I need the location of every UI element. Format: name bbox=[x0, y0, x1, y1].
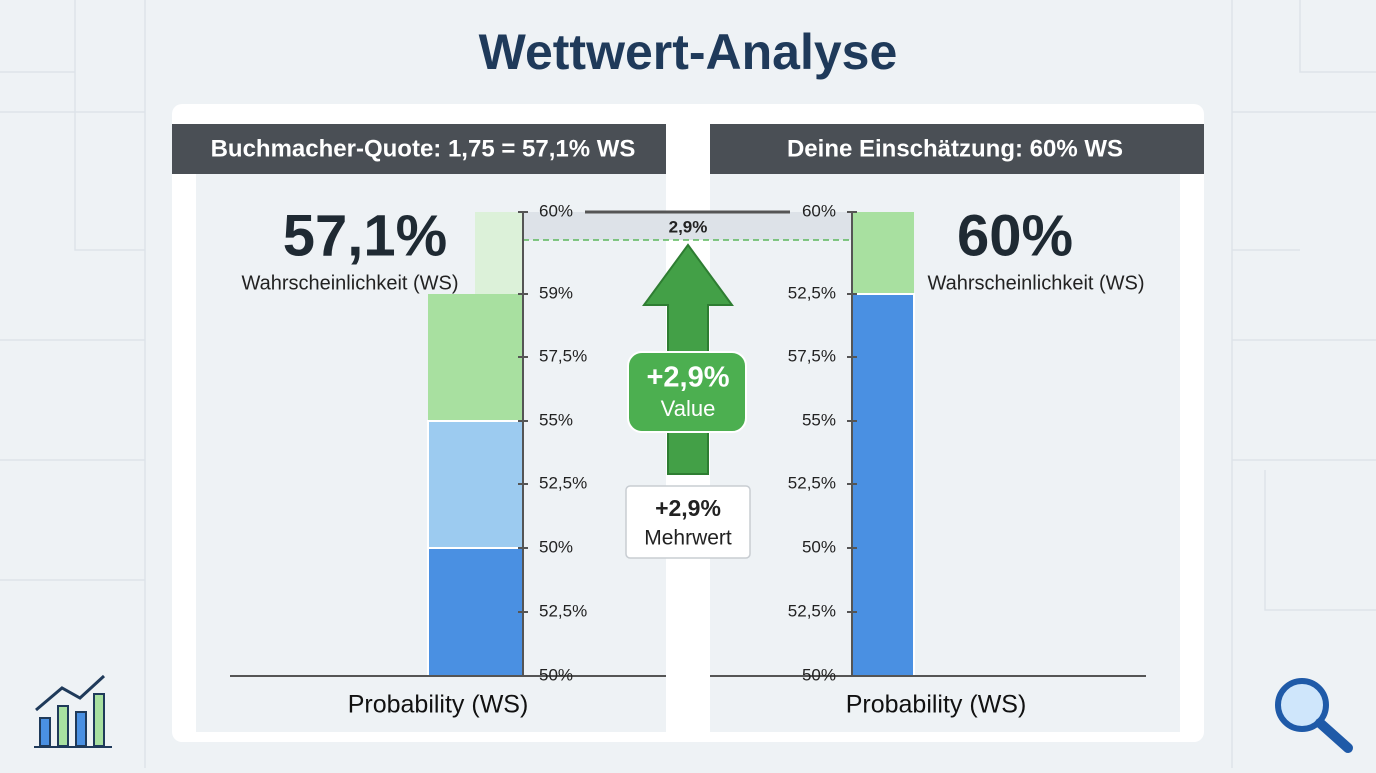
tick-label: 50% bbox=[539, 665, 573, 684]
tick-label: 50% bbox=[802, 665, 836, 684]
big-label: Wahrscheinlichkeit (WS) bbox=[927, 272, 1144, 294]
tick-label: 55% bbox=[802, 410, 836, 429]
big-value: 57,1% bbox=[283, 203, 447, 268]
bar-segment bbox=[475, 212, 523, 294]
callout bbox=[625, 485, 751, 559]
tick-label: 52,5% bbox=[788, 473, 836, 492]
tick-label: 57,5% bbox=[539, 346, 587, 365]
callout-label: Mehrwert bbox=[644, 527, 732, 550]
panel-title: Deine Einschätzung: 60% WS bbox=[787, 135, 1123, 162]
bar-segment bbox=[852, 212, 914, 294]
tick-label: 60% bbox=[539, 201, 573, 220]
panel-title: Buchmacher-Quote: 1,75 = 57,1% WS bbox=[211, 135, 636, 162]
bar-segment bbox=[428, 294, 523, 421]
search-icon bbox=[1275, 678, 1353, 753]
panel-body bbox=[710, 174, 1180, 732]
axes bbox=[230, 212, 1146, 677]
tick-label: 52,5% bbox=[539, 473, 587, 492]
value-badge-label: Value bbox=[661, 396, 716, 421]
gap-band bbox=[523, 212, 852, 240]
axis-title: Probability (WS) bbox=[348, 691, 529, 719]
chart-icon bbox=[34, 674, 112, 748]
callout-value: +2,9% bbox=[655, 495, 721, 521]
tick-label: 52,5% bbox=[788, 601, 836, 620]
bar-segment bbox=[427, 547, 524, 677]
page-title: Wettwert-Analyse bbox=[479, 24, 898, 80]
tick-label: 60% bbox=[802, 201, 836, 220]
value-badge-value: +2,9% bbox=[646, 362, 729, 394]
bar-segment bbox=[851, 293, 915, 677]
tick-label: 59% bbox=[539, 283, 573, 302]
tick-label: 50% bbox=[802, 537, 836, 556]
tick-label: 50% bbox=[539, 537, 573, 556]
panel-header bbox=[172, 124, 666, 174]
tick-label: 52,5% bbox=[539, 601, 587, 620]
big-value: 60% bbox=[957, 203, 1073, 268]
big-label: Wahrscheinlichkeit (WS) bbox=[241, 272, 458, 294]
axis-title: Probability (WS) bbox=[846, 691, 1027, 719]
tick-label: 52,5% bbox=[788, 283, 836, 302]
bar-segment bbox=[427, 420, 524, 549]
panel-header bbox=[710, 124, 1204, 174]
value-badge bbox=[627, 351, 747, 433]
tick-label: 55% bbox=[539, 410, 573, 429]
gap-label: 2,9% bbox=[669, 217, 708, 236]
tick-label: 57,5% bbox=[788, 346, 836, 365]
